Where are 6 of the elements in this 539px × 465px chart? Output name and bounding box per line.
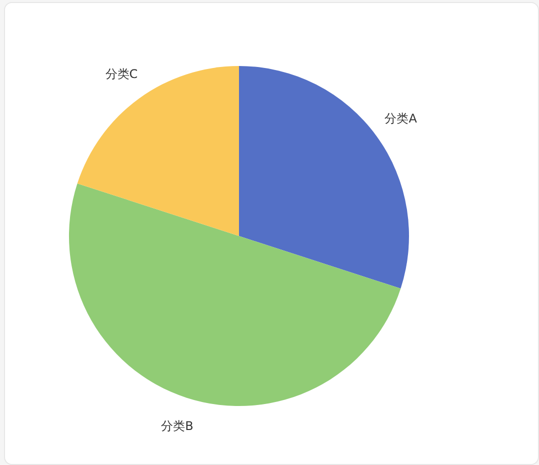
pie-slice xyxy=(69,183,401,406)
pie-slice xyxy=(77,66,239,236)
slice-label: 分类C xyxy=(105,67,138,82)
slice-label: 分类A xyxy=(384,111,418,126)
pie-slice xyxy=(239,66,409,289)
slice-label: 分类B xyxy=(161,419,194,434)
